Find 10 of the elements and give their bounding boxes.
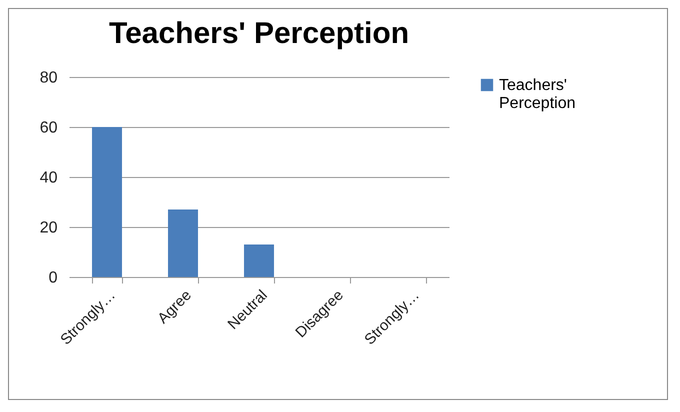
y-tick-label: 40: [40, 170, 58, 186]
y-tick-label: 80: [40, 70, 58, 86]
y-tick-label: 20: [40, 220, 58, 236]
chart-title: Teachers' Perception: [108, 17, 410, 50]
bar: [244, 244, 274, 277]
y-tick-label: 0: [48, 270, 58, 286]
bar: [92, 127, 122, 277]
bar: [168, 210, 198, 277]
legend-label: Teachers' Perception: [499, 77, 576, 112]
y-tick-label: 60: [40, 120, 58, 136]
